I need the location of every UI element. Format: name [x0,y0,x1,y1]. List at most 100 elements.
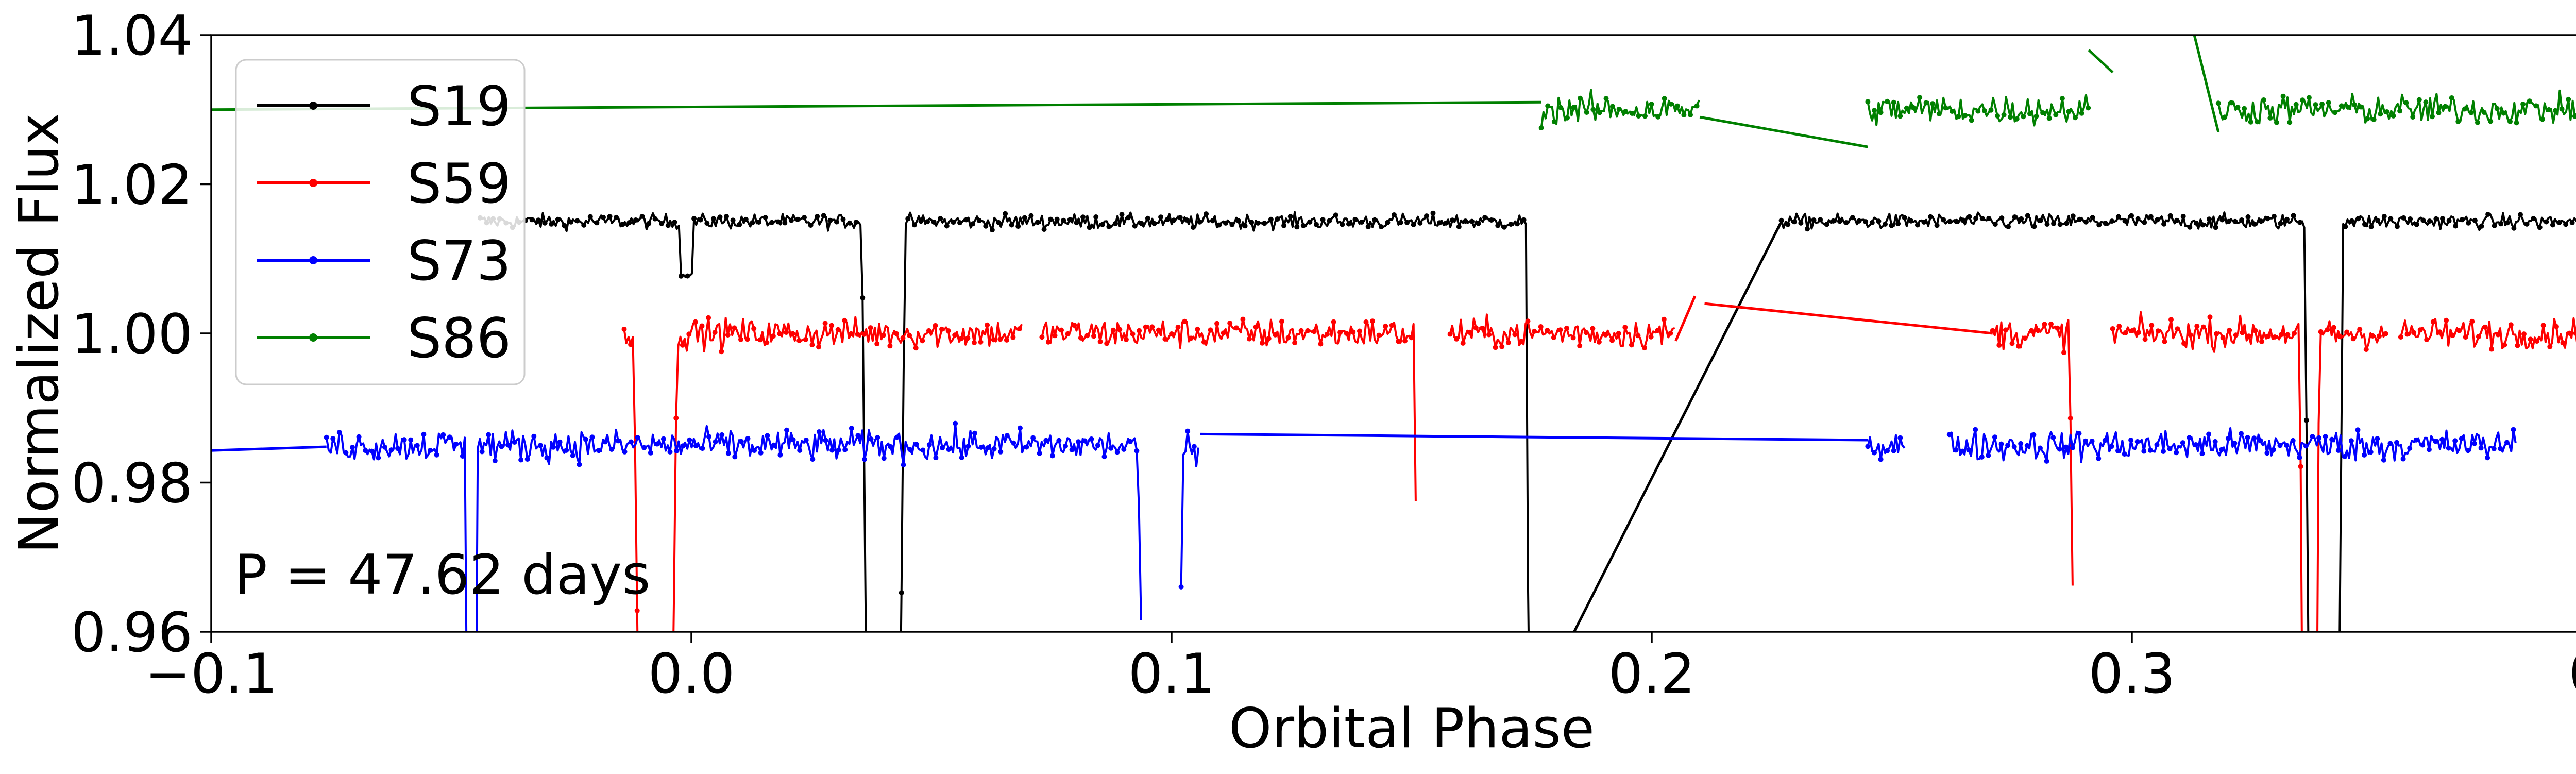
data-point [1320,217,1326,223]
data-point [2226,218,2231,224]
data-point [2363,347,2369,352]
data-point [2057,446,2062,452]
data-point [1603,96,1609,102]
data-point [2446,218,2452,224]
data-point [1035,220,1040,225]
data-point [2259,339,2265,344]
data-point [1865,99,1871,105]
data-point [1003,211,1008,216]
data-point [1897,113,1903,119]
data-point [336,430,342,435]
legend-marker [309,256,317,264]
data-point [2521,331,2527,337]
data-point [2515,343,2520,348]
data-point [2417,327,2423,333]
data-point [626,220,632,226]
data-point [1099,222,1105,227]
data-point [1430,210,1436,216]
data-point [369,448,375,454]
data-point [861,331,867,337]
data-point [1229,222,1235,227]
legend-label-s86: S86 [407,307,511,370]
data-point [951,220,956,225]
data-point [1139,221,1144,226]
data-point [687,437,692,443]
data-point [1521,217,1527,223]
data-point [536,217,541,223]
data-point [2450,333,2455,338]
data-point [1960,448,1965,454]
data-point [2368,224,2374,229]
data-point [1214,321,1220,326]
data-point [587,214,593,220]
data-point [1069,447,1075,452]
data-point [2540,323,2546,328]
data-point [1337,330,1343,335]
data-point [2365,116,2370,122]
data-point [1505,340,1511,345]
data-point [1923,100,1929,106]
data-point [822,321,828,326]
data-point [888,444,893,449]
data-point [1009,222,1014,228]
data-point [2115,448,2121,453]
data-point [486,432,492,438]
data-point [1404,220,1410,225]
data-point [1883,222,1888,227]
data-point [745,435,751,441]
data-point [855,331,860,337]
data-point [1791,219,1797,225]
data-point [920,447,926,453]
data-point [479,449,485,455]
data-point [978,339,984,345]
data-point [1558,105,1564,110]
data-point [2468,110,2474,115]
data-point [2423,99,2429,105]
data-point [1045,339,1051,345]
data-point [2103,221,2108,226]
data-point [1557,327,1563,333]
data-point [1114,449,1120,455]
data-point [2371,116,2377,122]
data-point [2180,213,2186,219]
data-point [1655,114,1661,120]
data-point [505,442,511,448]
data-point [1292,340,1298,346]
data-point [1889,223,1894,228]
data-point [1629,342,1634,348]
data-point [2325,327,2330,333]
data-point [2155,217,2160,223]
data-point [2344,329,2350,335]
data-point [628,342,634,347]
data-point [2462,106,2467,112]
data-point [1164,217,1170,223]
data-point [1185,428,1191,434]
data-point [2162,339,2167,344]
data-point [646,221,652,226]
data-point [2174,450,2179,456]
data-point [2027,111,2032,116]
data-point [2404,331,2410,337]
data-point [802,215,807,221]
data-point [2258,438,2263,444]
data-point [920,338,925,344]
data-point [1145,215,1150,221]
data-point [881,456,887,461]
data-point [1143,324,1148,330]
data-point [2090,215,2095,221]
data-point [2378,111,2383,117]
data-point [1934,223,1940,228]
data-point [2293,102,2299,107]
data-point [633,217,638,223]
data-point [2352,102,2357,108]
data-point [2348,438,2354,444]
data-point [2147,447,2153,453]
data-point [958,335,964,341]
data-point [1253,324,1259,330]
data-point [1191,444,1197,449]
data-point [1137,328,1142,333]
series-line [1780,211,2576,632]
data-point [848,331,854,336]
legend-frame [235,59,526,385]
data-point [2324,772,2329,774]
